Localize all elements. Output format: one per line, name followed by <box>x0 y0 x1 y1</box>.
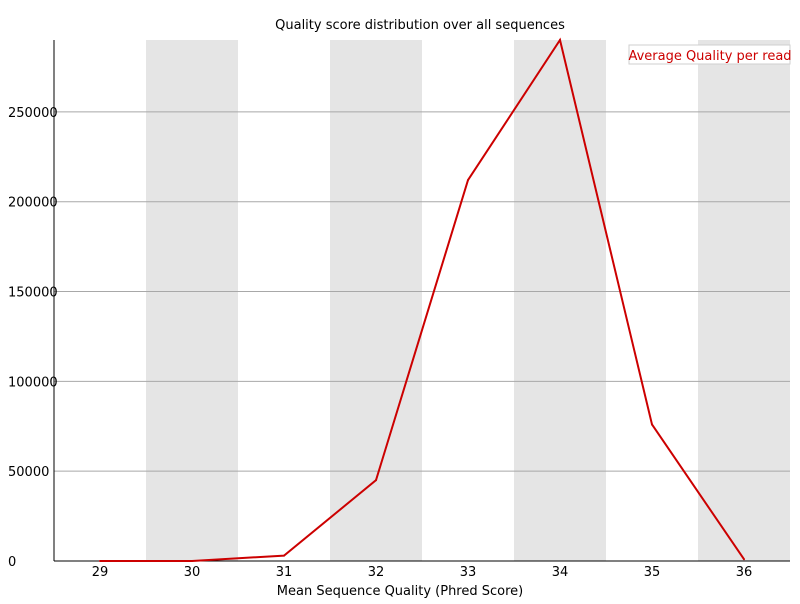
data-point <box>283 554 285 557</box>
data-point <box>375 479 377 482</box>
x-tick-label: 33 <box>460 565 477 580</box>
data-point <box>651 423 653 426</box>
data-point <box>191 560 193 562</box>
background-band <box>514 40 606 561</box>
x-tick-label: 32 <box>368 565 385 580</box>
x-tick-label: 30 <box>184 565 201 580</box>
y-tick-label: 0 <box>8 555 16 570</box>
legend: Average Quality per read <box>628 44 792 65</box>
background-band <box>146 40 238 561</box>
data-point <box>559 39 561 41</box>
y-tick-label: 200000 <box>8 196 58 211</box>
series-layer <box>99 37 745 562</box>
gridlines <box>54 111 790 472</box>
data-point <box>467 179 469 182</box>
x-tick-label: 34 <box>552 565 569 580</box>
x-tick-label: 31 <box>276 565 293 580</box>
legend-box <box>628 44 791 65</box>
data-point <box>743 558 745 561</box>
background-band <box>330 40 422 561</box>
data-point <box>99 560 101 562</box>
legend-label: Average Quality per read <box>628 49 791 64</box>
x-tick-label: 29 <box>92 565 109 580</box>
series-line <box>100 37 745 562</box>
bands-layer <box>146 40 790 561</box>
background-band <box>698 40 790 561</box>
y-tick-label: 150000 <box>8 286 58 301</box>
labels-layer: 0 50000 100000 150000 200000 250000 29 30 31 32 33… <box>8 106 752 580</box>
y-tick-label: 100000 <box>8 375 58 390</box>
y-tick-label: 50000 <box>8 465 49 480</box>
x-axis-title: Mean Sequence Quality (Phred Score) <box>277 584 523 599</box>
y-tick-label: 250000 <box>8 106 58 121</box>
chart-title: Quality score distribution over all sequ… <box>275 18 565 33</box>
x-tick-label: 36 <box>736 565 753 580</box>
x-tick-label: 35 <box>644 565 661 580</box>
